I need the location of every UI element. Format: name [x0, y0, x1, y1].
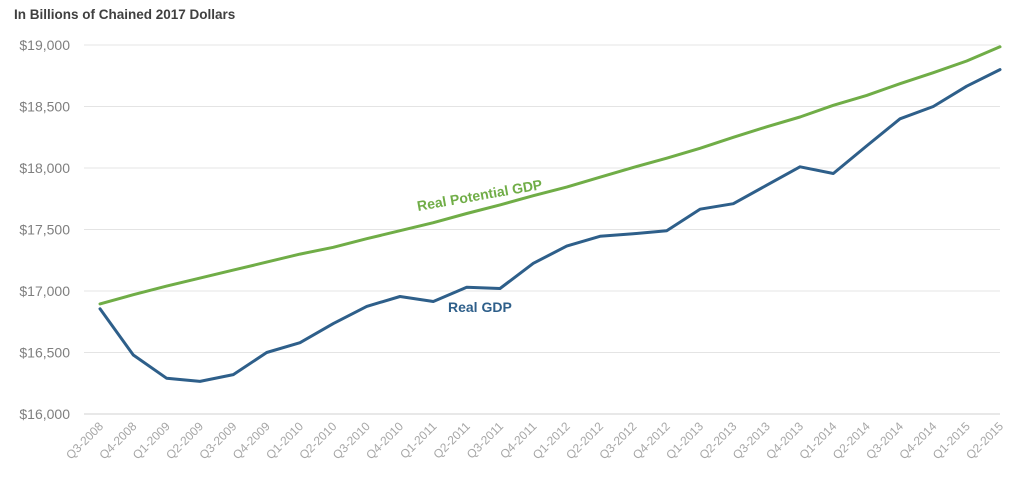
series-line-real-gdp	[98, 68, 1002, 383]
y-tick-label: $17,000	[19, 283, 70, 299]
y-tick-label: $17,500	[19, 222, 70, 238]
x-tick-label: Q2-2015	[963, 419, 1006, 462]
series-line-real-potential-gdp	[98, 45, 1002, 306]
series-label-real-gdp: Real GDP	[448, 299, 512, 315]
chart-title: In Billions of Chained 2017 Dollars	[14, 7, 236, 22]
series-label-real-potential-gdp: Real Potential GDP	[416, 176, 544, 214]
y-tick-label: $19,000	[19, 37, 70, 53]
y-tick-label: $18,000	[19, 160, 70, 176]
y-tick-label: $16,500	[19, 345, 70, 361]
x-axis-tick-labels: Q3-2008Q4-2008Q1-2009Q2-2009Q3-2009Q4-20…	[63, 419, 1006, 462]
y-tick-label: $18,500	[19, 99, 70, 115]
y-tick-label: $16,000	[19, 406, 70, 422]
y-axis-tick-labels: $19,000 $18,500 $18,000 $17,500 $17,000 $16,5…	[19, 37, 70, 422]
gridlines	[84, 44, 1000, 415]
series-lines	[98, 45, 1002, 383]
